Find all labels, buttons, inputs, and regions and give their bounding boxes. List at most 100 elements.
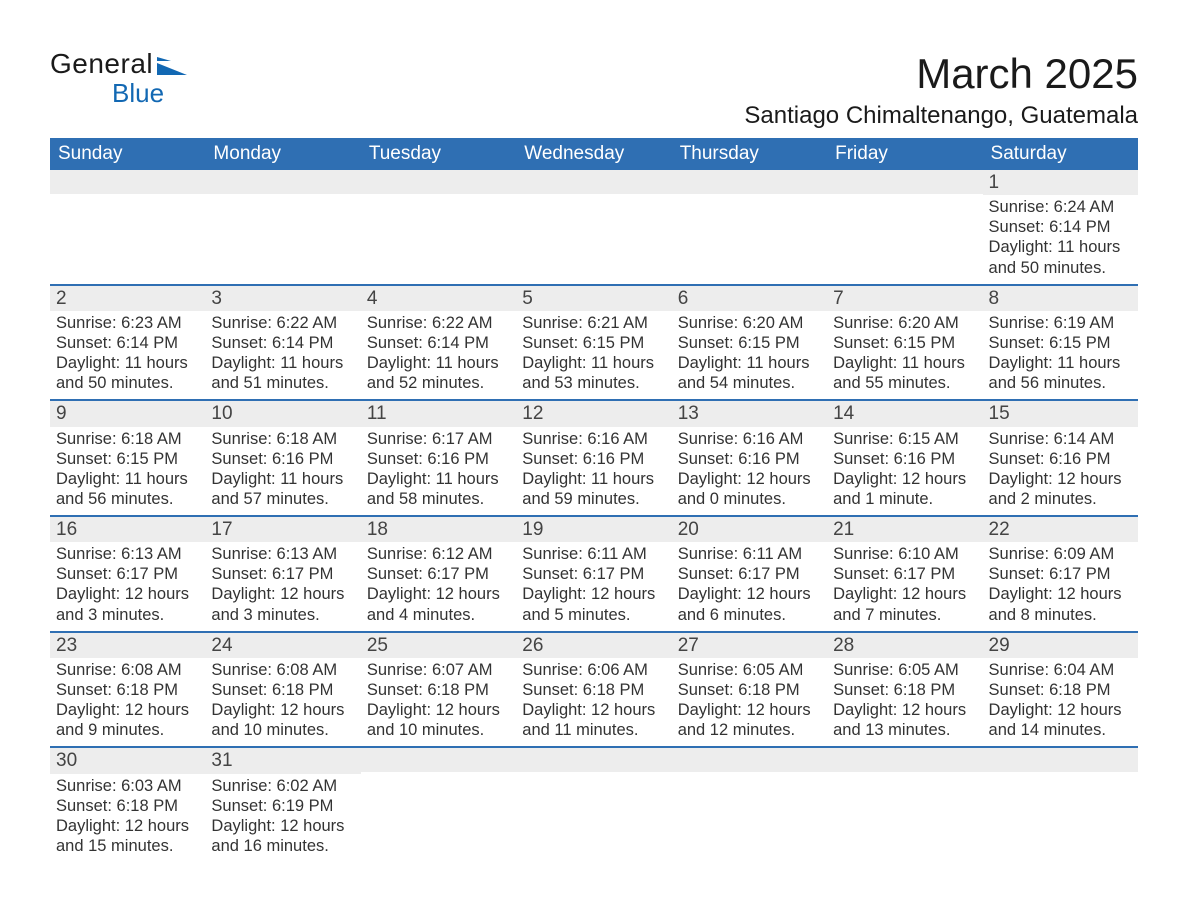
day-body: Sunrise: 6:11 AMSunset: 6:17 PMDaylight:… [516,542,671,631]
day-body: Sunrise: 6:23 AMSunset: 6:14 PMDaylight:… [50,311,205,400]
daylight-line: Daylight: 12 hours and 1 minute. [833,469,976,509]
sunrise-line: Sunrise: 6:22 AM [211,313,354,333]
sunrise-line: Sunrise: 6:14 AM [989,429,1132,449]
calendar-day: 17Sunrise: 6:13 AMSunset: 6:17 PMDayligh… [205,516,360,632]
calendar-header-row: SundayMondayTuesdayWednesdayThursdayFrid… [50,138,1138,170]
sunrise-line: Sunrise: 6:10 AM [833,544,976,564]
day-number: 31 [205,748,360,773]
day-body: Sunrise: 6:15 AMSunset: 6:16 PMDaylight:… [827,427,982,516]
daylight-line: Daylight: 12 hours and 15 minutes. [56,816,199,856]
day-number: 25 [361,633,516,658]
logo-text-general: General [50,50,187,80]
daylight-line: Daylight: 11 hours and 57 minutes. [211,469,354,509]
sunset-line: Sunset: 6:17 PM [56,564,199,584]
daylight-line: Daylight: 12 hours and 5 minutes. [522,584,665,624]
sunrise-line: Sunrise: 6:11 AM [678,544,821,564]
sunrise-line: Sunrise: 6:15 AM [833,429,976,449]
day-body: Sunrise: 6:16 AMSunset: 6:16 PMDaylight:… [516,427,671,516]
sunrise-line: Sunrise: 6:16 AM [678,429,821,449]
calendar-day [361,747,516,862]
day-body: Sunrise: 6:08 AMSunset: 6:18 PMDaylight:… [205,658,360,747]
calendar-day [672,170,827,285]
sunrise-line: Sunrise: 6:16 AM [522,429,665,449]
day-body: Sunrise: 6:18 AMSunset: 6:16 PMDaylight:… [205,427,360,516]
calendar-day: 31Sunrise: 6:02 AMSunset: 6:19 PMDayligh… [205,747,360,862]
calendar-day: 8Sunrise: 6:19 AMSunset: 6:15 PMDaylight… [983,285,1138,401]
day-body: Sunrise: 6:03 AMSunset: 6:18 PMDaylight:… [50,774,205,863]
calendar-week: 2Sunrise: 6:23 AMSunset: 6:14 PMDaylight… [50,285,1138,401]
sunrise-line: Sunrise: 6:23 AM [56,313,199,333]
day-body: Sunrise: 6:18 AMSunset: 6:15 PMDaylight:… [50,427,205,516]
calendar-day: 10Sunrise: 6:18 AMSunset: 6:16 PMDayligh… [205,400,360,516]
sunrise-line: Sunrise: 6:20 AM [678,313,821,333]
sunset-line: Sunset: 6:18 PM [56,796,199,816]
calendar-day: 19Sunrise: 6:11 AMSunset: 6:17 PMDayligh… [516,516,671,632]
daylight-line: Daylight: 11 hours and 56 minutes. [989,353,1132,393]
calendar-day: 9Sunrise: 6:18 AMSunset: 6:15 PMDaylight… [50,400,205,516]
calendar-week: 30Sunrise: 6:03 AMSunset: 6:18 PMDayligh… [50,747,1138,862]
sunset-line: Sunset: 6:18 PM [522,680,665,700]
header: General Blue March 2025 Santiago Chimalt… [50,50,1138,130]
sunset-line: Sunset: 6:17 PM [367,564,510,584]
daylight-line: Daylight: 12 hours and 13 minutes. [833,700,976,740]
sunset-line: Sunset: 6:16 PM [367,449,510,469]
day-body: Sunrise: 6:05 AMSunset: 6:18 PMDaylight:… [827,658,982,747]
sunset-line: Sunset: 6:18 PM [678,680,821,700]
sunrise-line: Sunrise: 6:18 AM [211,429,354,449]
sunset-line: Sunset: 6:15 PM [56,449,199,469]
daylight-line: Daylight: 12 hours and 0 minutes. [678,469,821,509]
day-body [983,772,1138,780]
day-body: Sunrise: 6:19 AMSunset: 6:15 PMDaylight:… [983,311,1138,400]
sunrise-line: Sunrise: 6:11 AM [522,544,665,564]
title-block: March 2025 Santiago Chimaltenango, Guate… [744,50,1138,130]
day-body: Sunrise: 6:08 AMSunset: 6:18 PMDaylight:… [50,658,205,747]
day-body: Sunrise: 6:17 AMSunset: 6:16 PMDaylight:… [361,427,516,516]
day-number: 24 [205,633,360,658]
day-body: Sunrise: 6:09 AMSunset: 6:17 PMDaylight:… [983,542,1138,631]
day-number [672,170,827,194]
sunset-line: Sunset: 6:14 PM [367,333,510,353]
daylight-line: Daylight: 12 hours and 3 minutes. [211,584,354,624]
daylight-line: Daylight: 11 hours and 53 minutes. [522,353,665,393]
day-number [983,748,1138,772]
sunrise-line: Sunrise: 6:08 AM [56,660,199,680]
sunset-line: Sunset: 6:18 PM [367,680,510,700]
logo-flag-icon [157,52,187,80]
calendar-day: 14Sunrise: 6:15 AMSunset: 6:16 PMDayligh… [827,400,982,516]
day-number: 14 [827,401,982,426]
calendar-day [827,170,982,285]
sunset-line: Sunset: 6:18 PM [833,680,976,700]
day-body [827,194,982,202]
day-number: 23 [50,633,205,658]
day-number: 22 [983,517,1138,542]
day-number: 7 [827,286,982,311]
column-header: Thursday [672,138,827,170]
column-header: Tuesday [361,138,516,170]
day-body: Sunrise: 6:05 AMSunset: 6:18 PMDaylight:… [672,658,827,747]
sunset-line: Sunset: 6:17 PM [522,564,665,584]
sunset-line: Sunset: 6:14 PM [56,333,199,353]
calendar-day [361,170,516,285]
day-number [361,748,516,772]
calendar-day: 27Sunrise: 6:05 AMSunset: 6:18 PMDayligh… [672,632,827,748]
calendar-day [827,747,982,862]
day-body [516,772,671,780]
sunset-line: Sunset: 6:17 PM [989,564,1132,584]
day-number: 1 [983,170,1138,195]
daylight-line: Daylight: 11 hours and 50 minutes. [989,237,1132,277]
sunrise-line: Sunrise: 6:05 AM [833,660,976,680]
sunrise-line: Sunrise: 6:02 AM [211,776,354,796]
day-body: Sunrise: 6:02 AMSunset: 6:19 PMDaylight:… [205,774,360,863]
daylight-line: Daylight: 12 hours and 12 minutes. [678,700,821,740]
day-number: 30 [50,748,205,773]
calendar-day: 20Sunrise: 6:11 AMSunset: 6:17 PMDayligh… [672,516,827,632]
calendar-day: 25Sunrise: 6:07 AMSunset: 6:18 PMDayligh… [361,632,516,748]
daylight-line: Daylight: 12 hours and 14 minutes. [989,700,1132,740]
sunset-line: Sunset: 6:14 PM [211,333,354,353]
column-header: Sunday [50,138,205,170]
sunset-line: Sunset: 6:19 PM [211,796,354,816]
daylight-line: Daylight: 12 hours and 16 minutes. [211,816,354,856]
sunset-line: Sunset: 6:18 PM [56,680,199,700]
calendar-day: 5Sunrise: 6:21 AMSunset: 6:15 PMDaylight… [516,285,671,401]
day-number [205,170,360,194]
